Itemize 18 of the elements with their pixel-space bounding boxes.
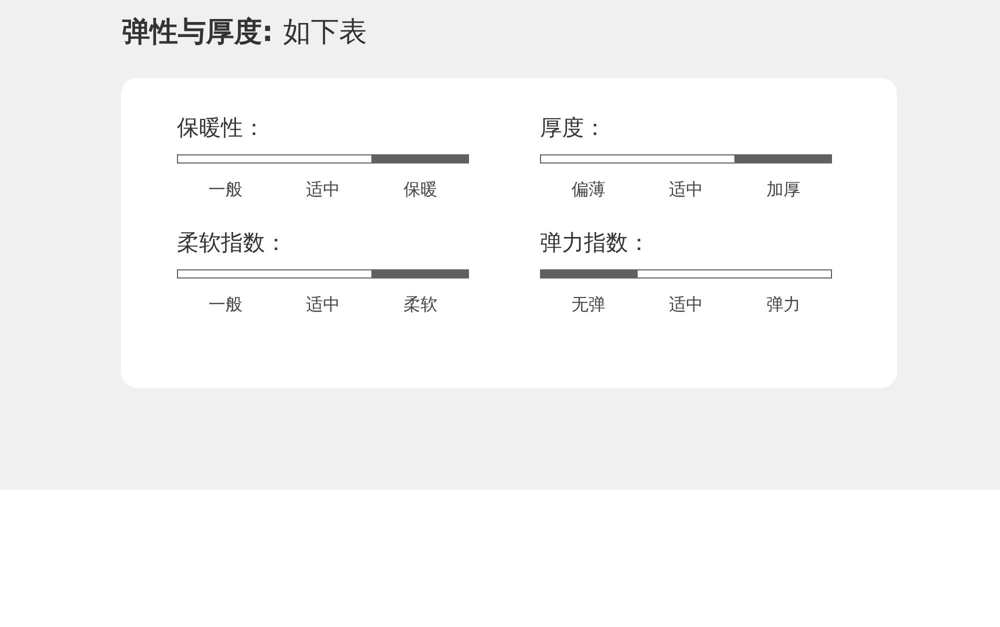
x-tick-label: 柔软 [403,295,438,316]
x-tick-label: 无弹 [572,295,606,316]
text: 如下表 [283,15,368,48]
x-tick-label: 适中 [669,180,703,200]
chart-title: 柔软指数： [177,230,287,256]
text: 弹性与厚度: [122,15,274,48]
x-tick-label: 偏薄 [572,180,606,200]
x-tick-label: 适中 [306,180,340,200]
x-tick-label: 弹力 [766,295,800,316]
chart-title: 保暖性： [177,116,265,141]
x-tick-label: 适中 [306,295,340,316]
x-tick-label: 保暖 [403,180,438,200]
x-tick-label: 适中 [669,295,703,316]
chart-title: 弹力指数： [540,230,650,256]
chart-title: 厚度： [540,116,606,141]
x-tick-label: 加厚 [766,180,800,200]
x-tick-label: 一般 [208,180,243,200]
x-tick-label: 一般 [208,295,243,316]
